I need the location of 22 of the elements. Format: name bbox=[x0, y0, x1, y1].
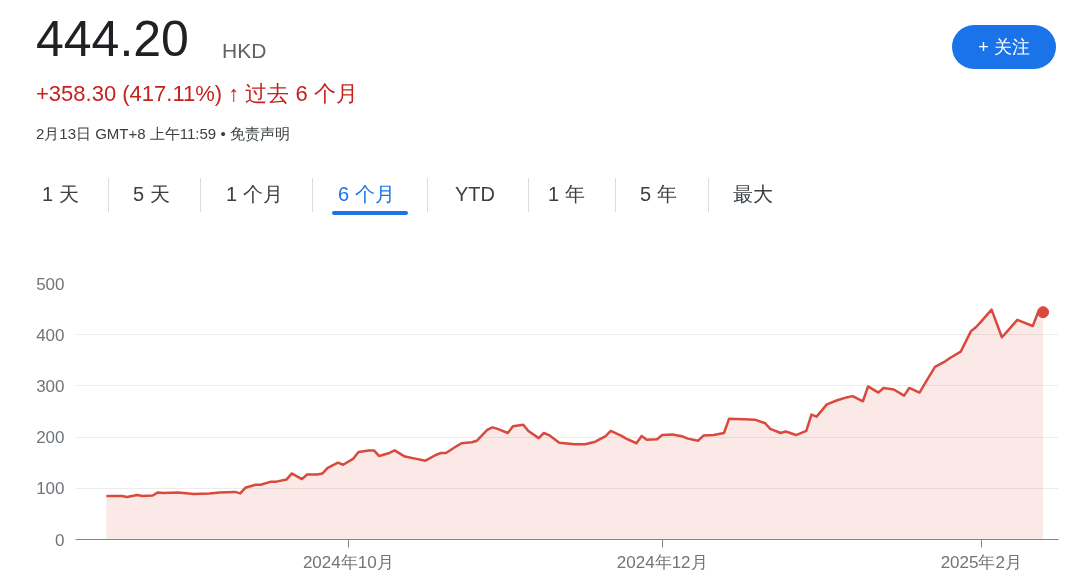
y-tick-label: 100 bbox=[36, 479, 65, 499]
y-tick-label: 200 bbox=[36, 428, 65, 448]
text: +358.30 (417.11%) ↑ 过去 6 个月 bbox=[36, 80, 358, 108]
y-tick-label: 0 bbox=[55, 530, 65, 550]
text: 6 个月 bbox=[338, 182, 395, 207]
text: YTD bbox=[455, 182, 495, 207]
text: HKD bbox=[222, 38, 267, 64]
x-tick-label: 2024年12月 bbox=[616, 552, 708, 572]
text: 1 年 bbox=[548, 182, 585, 207]
text: 5 年 bbox=[640, 182, 677, 207]
chart-title: 444.20 bbox=[36, 10, 189, 69]
text: 5 天 bbox=[133, 182, 170, 207]
x-tick-label: 2024年10月 bbox=[302, 552, 394, 572]
y-tick-label: 500 bbox=[36, 274, 65, 294]
text: 2月13日 GMT+8 上午11:59 • 免责声明 bbox=[36, 124, 290, 144]
y-tick-label: 300 bbox=[36, 376, 65, 396]
x-tick-label: 2025年2月 bbox=[940, 552, 1022, 572]
text: 1 个月 bbox=[226, 182, 283, 207]
y-tick-label: 400 bbox=[36, 325, 65, 345]
text: 1 天 bbox=[42, 182, 79, 207]
text: + 关注 bbox=[952, 25, 1056, 69]
text: 最大 bbox=[733, 182, 773, 207]
